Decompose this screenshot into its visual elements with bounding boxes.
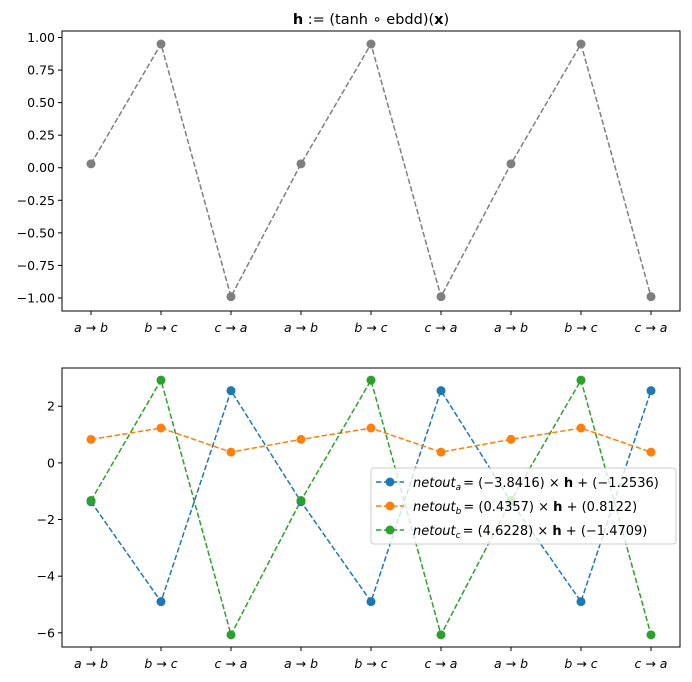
x-tick-label-1-8: c → a <box>635 656 668 671</box>
y-tick-label-0-7: 0.75 <box>27 63 55 78</box>
x-tick-label-0-1: b → c <box>144 320 177 335</box>
x-tick-label-1-3: a → b <box>284 656 318 671</box>
x-tick-label-0-6: a → b <box>494 320 528 335</box>
data-point-1-2-1 <box>156 375 166 385</box>
y-tick-label-0-0: −1.00 <box>17 290 55 305</box>
x-tick-label-1-6: a → b <box>494 656 528 671</box>
x-tick-label-1-7: b → c <box>564 656 597 671</box>
legend-frame <box>370 467 677 545</box>
data-point-1-1-8 <box>646 447 656 457</box>
data-point-1-2-4 <box>366 375 376 385</box>
x-tick-label-0-0: a → b <box>74 320 108 335</box>
data-point-1-0-8 <box>646 386 656 396</box>
data-point-1-2-2 <box>226 630 236 640</box>
data-point-0-0-0 <box>86 159 96 169</box>
x-tick-label-1-1: b → c <box>144 656 177 671</box>
x-tick-label-0-4: b → c <box>354 320 387 335</box>
series-line-0-0 <box>90 42 652 299</box>
data-point-1-2-0 <box>86 496 96 506</box>
legend-label-c: netoutc = (4.6228) × h + (−1.4709) <box>413 524 647 541</box>
legend-marker-b <box>385 501 395 511</box>
y-tick-label-1-4: 2 <box>47 399 55 414</box>
data-point-1-1-0 <box>86 434 96 444</box>
data-point-1-1-1 <box>156 423 166 433</box>
data-point-1-2-3 <box>296 496 306 506</box>
data-point-1-0-1 <box>156 597 166 607</box>
legend-entry-netout-a: netouta = (−3.8416) × h + (−1.2536) <box>376 476 659 493</box>
y-tick-label-0-3: −0.25 <box>17 193 55 208</box>
data-point-0-0-7 <box>576 39 586 49</box>
data-point-1-1-4 <box>366 423 376 433</box>
x-tick-label-1-4: b → c <box>354 656 387 671</box>
series-line-1-2 <box>90 378 652 637</box>
top-chart-title: h := (tanh ∘ ebdd)(x) <box>293 12 449 28</box>
y-tick-label-1-2: −2 <box>37 512 55 527</box>
x-tick-label-0-7: b → c <box>564 320 597 335</box>
legend-marker-a <box>385 477 395 487</box>
x-tick-label-1-5: c → a <box>425 656 458 671</box>
data-point-0-0-8 <box>646 292 656 302</box>
x-tick-label-0-3: a → b <box>284 320 318 335</box>
x-tick-label-1-2: c → a <box>215 656 248 671</box>
legend-entry-netout-c: netoutc = (4.6228) × h + (−1.4709) <box>376 524 647 541</box>
legend: netouta = (−3.8416) × h + (−1.2536) netou… <box>370 467 677 545</box>
data-point-1-2-8 <box>646 630 656 640</box>
data-point-1-0-4 <box>366 597 376 607</box>
data-point-1-0-5 <box>436 386 446 396</box>
legend-entry-netout-b: netoutb = (0.4357) × h + (0.8122) <box>376 500 637 517</box>
data-point-1-1-5 <box>436 447 446 457</box>
x-tick-label-1-0: a → b <box>74 656 108 671</box>
y-tick-label-0-8: 1.00 <box>27 30 55 45</box>
legend-label-a: netouta = (−3.8416) × h + (−1.2536) <box>413 476 659 493</box>
y-tick-label-1-3: 0 <box>47 455 55 470</box>
data-point-1-1-2 <box>226 447 236 457</box>
data-point-0-0-3 <box>296 159 306 169</box>
y-tick-label-0-5: 0.25 <box>27 128 55 143</box>
data-point-1-0-7 <box>576 597 586 607</box>
y-tick-label-1-0: −6 <box>37 625 55 640</box>
x-tick-label-0-5: c → a <box>425 320 458 335</box>
data-point-1-2-5 <box>436 630 446 640</box>
y-tick-label-0-1: −0.75 <box>17 258 55 273</box>
data-point-1-2-7 <box>576 375 586 385</box>
y-tick-label-0-6: 0.50 <box>27 95 55 110</box>
x-tick-label-0-8: c → a <box>635 320 668 335</box>
data-point-1-1-7 <box>576 423 586 433</box>
y-tick-label-0-4: 0.00 <box>27 160 55 175</box>
data-point-0-0-1 <box>156 39 166 49</box>
axes-frame-0 <box>61 30 681 312</box>
x-tick-label-0-2: c → a <box>215 320 248 335</box>
data-point-1-1-3 <box>296 434 306 444</box>
top-plot-area: −1.00 −0.75 −0.50 −0.25 0.00 0.25 0.50 0.75 1.00… <box>17 30 681 335</box>
y-tick-label-1-1: −4 <box>37 569 55 584</box>
legend-label-b: netoutb = (0.4357) × h + (0.8122) <box>413 500 637 517</box>
data-point-0-0-6 <box>506 159 516 169</box>
data-point-1-1-6 <box>506 434 516 444</box>
data-point-1-0-2 <box>226 386 236 396</box>
y-tick-label-0-2: −0.50 <box>17 225 55 240</box>
data-point-0-0-4 <box>366 39 376 49</box>
bottom-plot-area: −6 −4 −2 0 2 a → b b → c c → a a → b b → c c → a a … <box>37 367 681 671</box>
data-point-0-0-2 <box>226 292 236 302</box>
legend-marker-c <box>385 525 395 535</box>
data-point-0-0-5 <box>436 292 446 302</box>
